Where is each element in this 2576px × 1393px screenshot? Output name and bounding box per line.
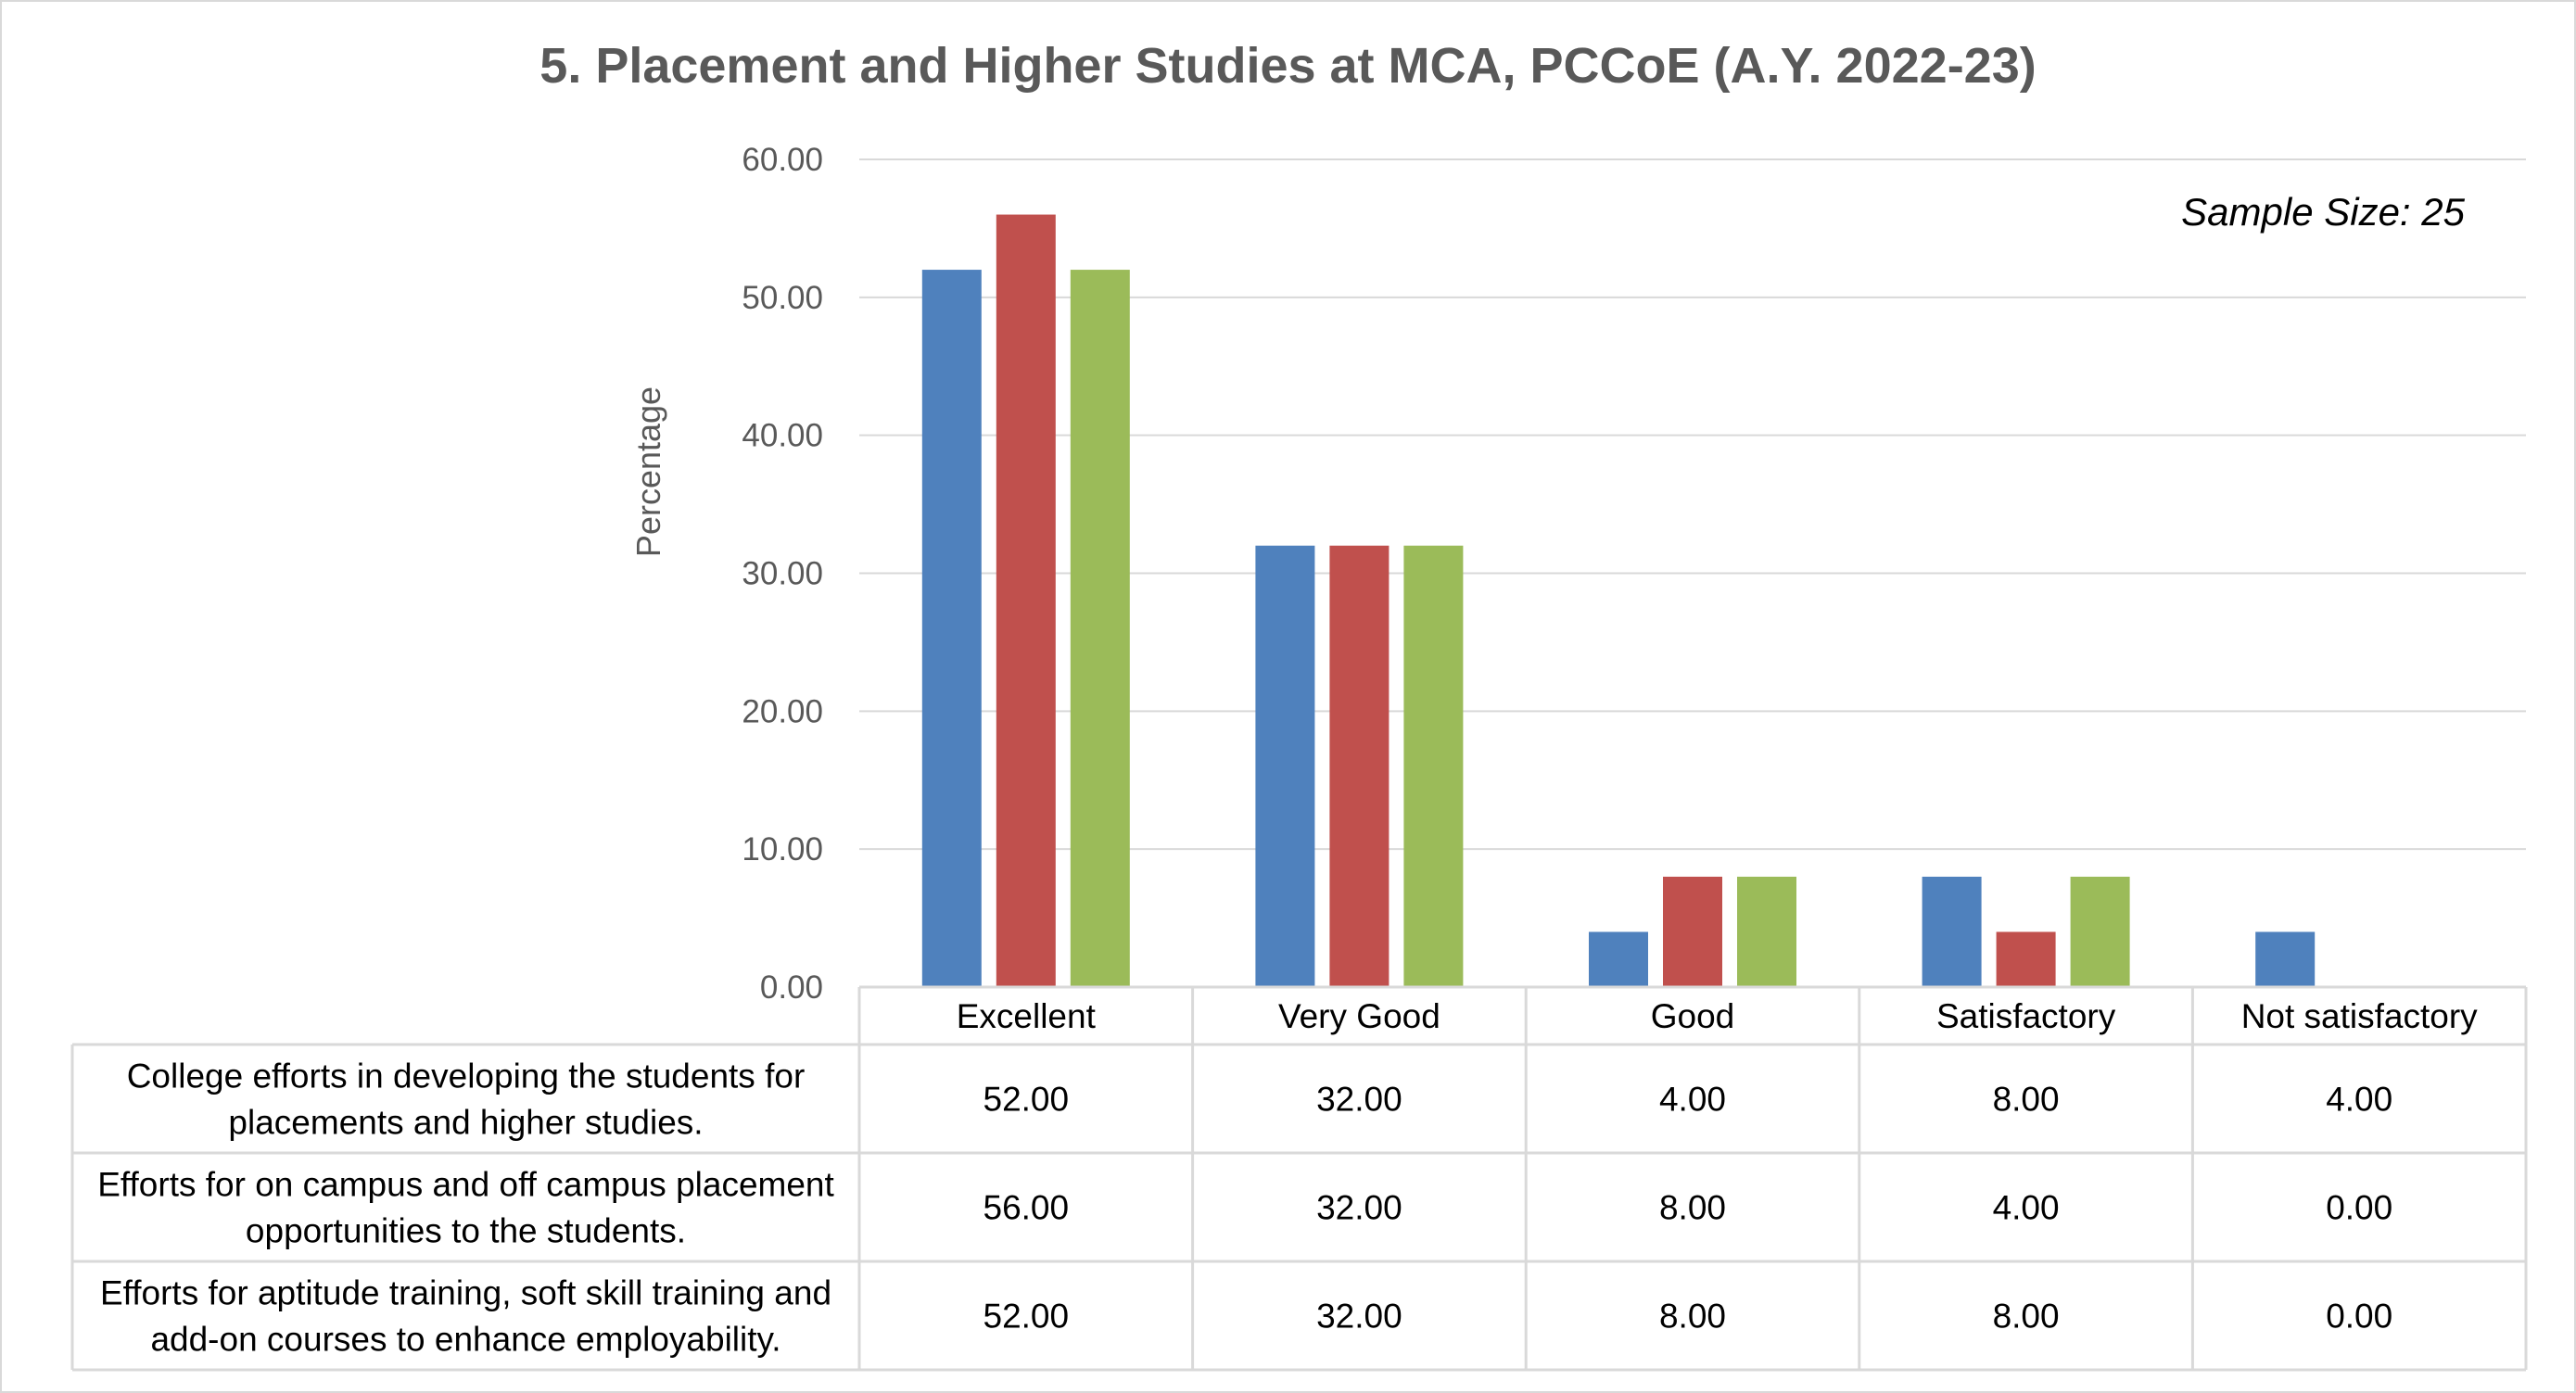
y-tick-label: 20.00 <box>742 693 823 729</box>
bar-1-3 <box>1996 931 2056 987</box>
table-value: 52.00 <box>983 1081 1070 1119</box>
series-label: College efforts in developing the studen… <box>127 1057 806 1095</box>
y-tick-label: 60.00 <box>742 142 823 178</box>
series-label: Efforts for on campus and off campus pla… <box>97 1166 834 1204</box>
bar-0-2 <box>1589 931 1648 987</box>
category-header: Satisfactory <box>1936 997 2116 1035</box>
bar-2-1 <box>1403 545 1464 987</box>
table-value: 32.00 <box>1316 1189 1402 1227</box>
category-header: Not satisfactory <box>2241 997 2478 1035</box>
y-tick-label: 30.00 <box>742 556 823 592</box>
y-tick-label: 0.00 <box>760 969 823 1006</box>
chart-title: 5. Placement and Higher Studies at MCA, … <box>539 38 2037 94</box>
table-value: 56.00 <box>983 1189 1070 1227</box>
bar-0-0 <box>921 270 982 988</box>
bar-1-2 <box>1663 876 1722 987</box>
table-value: 8.00 <box>1659 1298 1726 1336</box>
category-header: Very Good <box>1278 997 1440 1035</box>
table-value: 32.00 <box>1316 1298 1402 1336</box>
series-label: placements and higher studies. <box>228 1104 703 1142</box>
table-value: 8.00 <box>1659 1189 1726 1227</box>
bar-0-3 <box>1922 876 1982 987</box>
series-label: add-on courses to enhance employability. <box>150 1321 780 1359</box>
bar-2-0 <box>1070 270 1130 988</box>
bar-0-4 <box>2255 931 2316 987</box>
sample-size-annotation: Sample Size: 25 <box>2181 190 2465 234</box>
table-value: 52.00 <box>983 1298 1070 1336</box>
table-value: 8.00 <box>1993 1081 2060 1119</box>
table-value: 0.00 <box>2326 1189 2392 1227</box>
y-tick-label: 50.00 <box>742 280 823 316</box>
bar-0-1 <box>1255 545 1315 987</box>
bar-2-3 <box>2070 876 2130 987</box>
y-tick-label: 40.00 <box>742 418 823 454</box>
bar-1-1 <box>1329 545 1390 987</box>
table-value: 4.00 <box>2326 1081 2392 1119</box>
bar-2-2 <box>1737 876 1796 987</box>
table-value: 32.00 <box>1316 1081 1402 1119</box>
bar-1-0 <box>996 214 1056 988</box>
table-value: 4.00 <box>1659 1081 1726 1119</box>
series-label: Efforts for aptitude training, soft skil… <box>100 1274 831 1312</box>
table-value: 4.00 <box>1993 1189 2060 1227</box>
y-tick-label: 10.00 <box>742 831 823 867</box>
series-label: opportunities to the students. <box>246 1212 686 1250</box>
table-value: 0.00 <box>2326 1298 2392 1336</box>
category-header: Good <box>1651 997 1735 1035</box>
category-header: Excellent <box>957 997 1097 1035</box>
table-value: 8.00 <box>1993 1298 2060 1336</box>
